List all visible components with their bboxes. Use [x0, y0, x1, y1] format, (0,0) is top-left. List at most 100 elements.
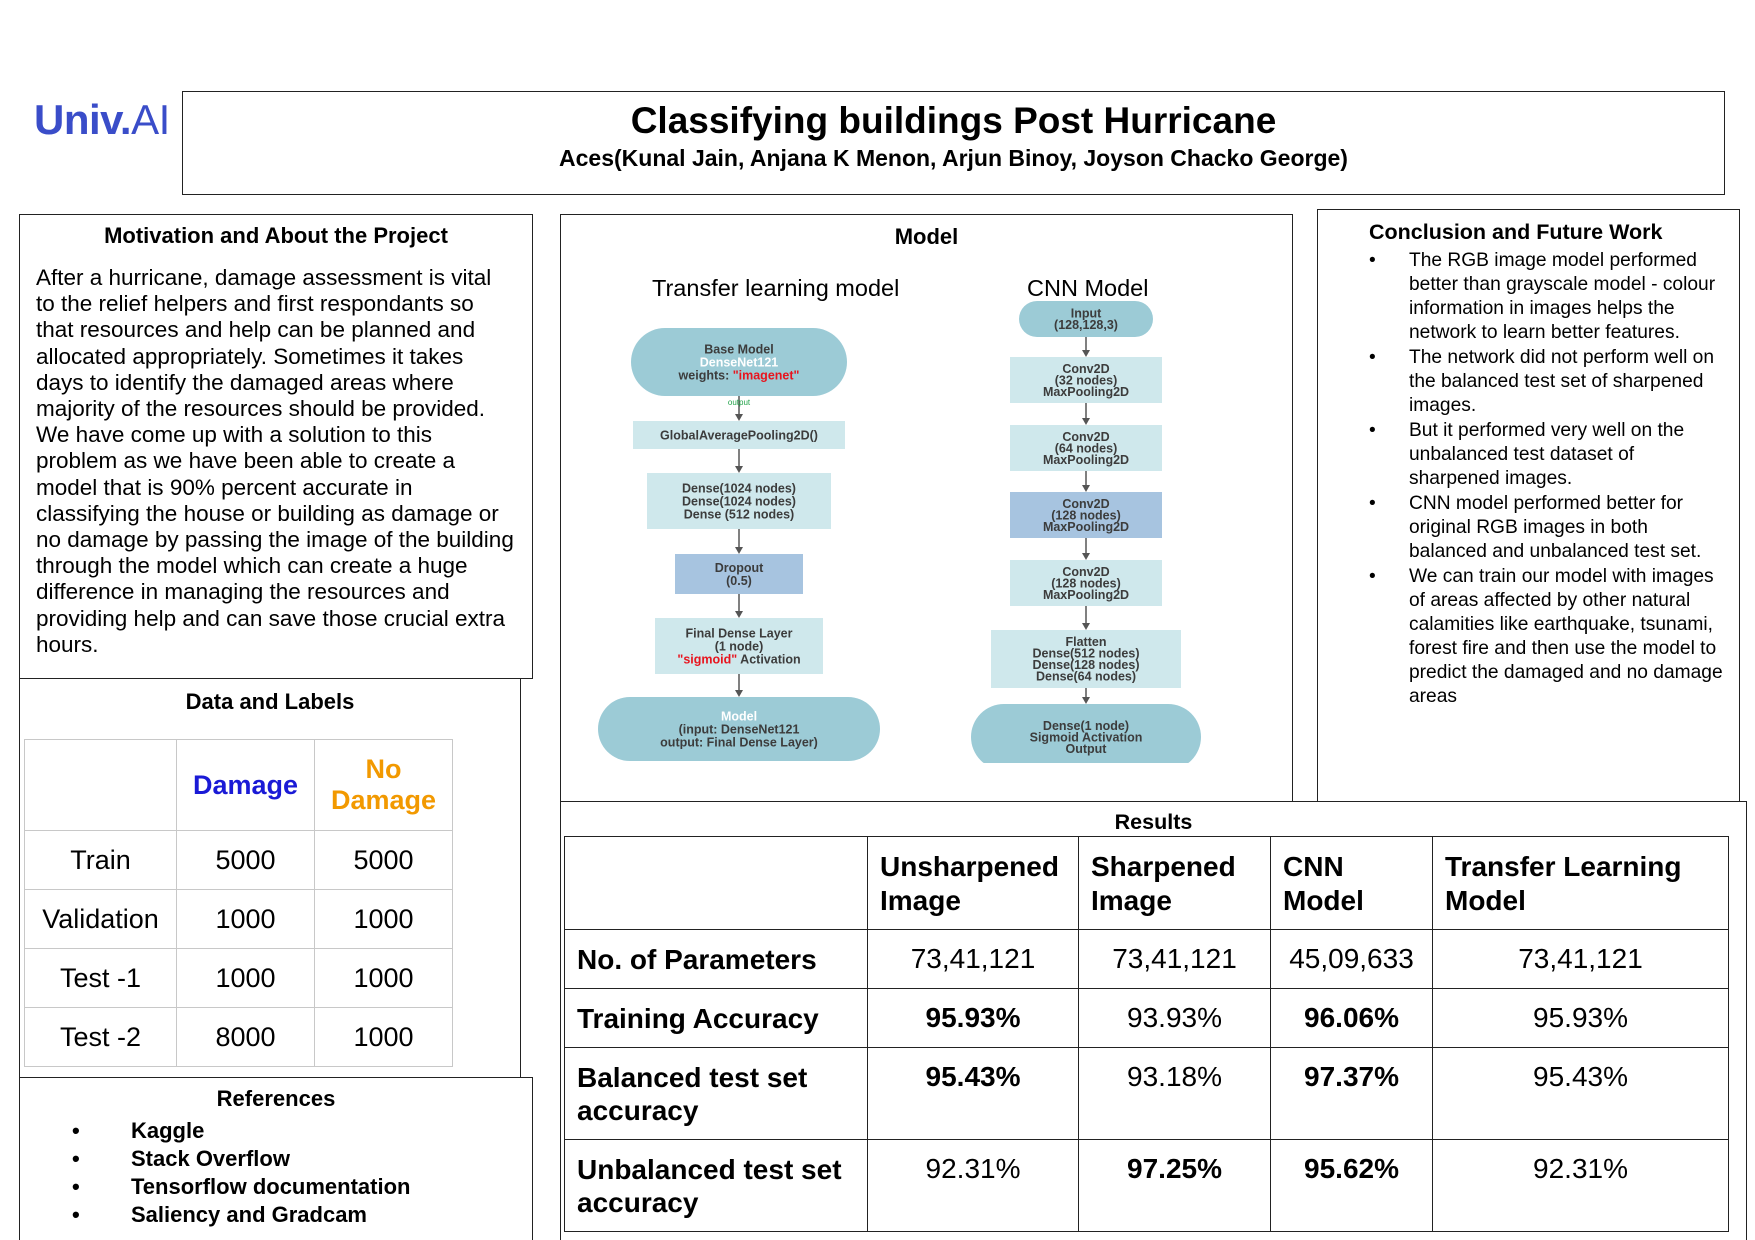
- table-cell: 93.18%: [1078, 1047, 1271, 1140]
- table-cell: 95.93%: [867, 988, 1079, 1048]
- conclusion-text: But it performed very well on the unbala…: [1409, 420, 1685, 489]
- table-row: No. of Parameters 73,41,121 73,41,121 45…: [564, 929, 1729, 989]
- table-header-row: Damage No Damage: [24, 739, 453, 831]
- cnn-node-2-label: MaxPooling2D: [1043, 453, 1129, 467]
- table-cell: Test -1: [24, 948, 177, 1008]
- table-cell: 1000: [314, 889, 453, 949]
- transfer-node-5-label: Model: [721, 709, 757, 723]
- model-title: Model: [894, 224, 959, 249]
- poster-authors: Aces(Kunal Jain, Anjana K Menon, Arjun B…: [559, 145, 1348, 171]
- cnn-node-3-label: (128 nodes): [1051, 508, 1120, 522]
- cnn-arrow-3-head: [1082, 553, 1090, 560]
- title-box: Classifying buildings Post Hurricane Ace…: [182, 91, 1725, 195]
- cnn-node-0-shape: [1019, 301, 1153, 337]
- cnn-node-1-label: MaxPooling2D: [1043, 385, 1129, 399]
- cnn-node-2-shape: [1010, 425, 1162, 471]
- table-cell: 93.93%: [1078, 988, 1271, 1048]
- transfer-arrow-3-head: [735, 611, 743, 618]
- cnn-arrow-4-head: [1082, 623, 1090, 630]
- table-cell: 1000: [176, 889, 315, 949]
- transfer-arrow-4-head: [735, 690, 743, 697]
- table-cell: 97.37%: [1270, 1047, 1433, 1140]
- list-item: • We can train our model with images of a…: [1369, 565, 1727, 709]
- table-cell: Test -2: [24, 1007, 177, 1067]
- conclusion-section: Conclusion and Future Work • The RGB imag…: [1317, 209, 1740, 802]
- reference-text: Stack Overflow: [131, 1146, 290, 1171]
- bullet-icon: •: [72, 1202, 80, 1227]
- references-list: • Kaggle • Stack Overflow • Tensorflow docu…: [20, 1118, 532, 1230]
- transfer-node-1-shape: [633, 421, 845, 449]
- conclusion-text: We can train our model with images of ar…: [1409, 566, 1723, 707]
- cnn-node-5-label: Flatten: [1066, 635, 1107, 649]
- list-item: • Stack Overflow: [72, 1146, 532, 1174]
- bullet-icon: •: [72, 1146, 80, 1171]
- motivation-title: Motivation and About the Project: [104, 223, 448, 248]
- references-title: References: [216, 1086, 336, 1111]
- transfer-node-2-label: Dense(1024 nodes): [682, 481, 796, 495]
- table-header-cell: No Damage: [314, 739, 453, 831]
- table-row: Test -1 1000 1000: [24, 948, 453, 1008]
- cnn-arrow-5-head: [1082, 697, 1090, 704]
- conclusion-title: Conclusion and Future Work: [1369, 220, 1663, 244]
- transfer-node-2-label: Dense (512 nodes): [684, 507, 794, 521]
- table-cell: 73,41,121: [1432, 929, 1729, 989]
- table-row: Test -2 8000 1000: [24, 1007, 453, 1067]
- list-item: • Saliency and Gradcam: [72, 1202, 532, 1230]
- table-cell: 95.93%: [1432, 988, 1729, 1048]
- transfer-node-0-label: weights: "imagenet": [678, 368, 800, 382]
- table-row-label: Balanced test set accuracy: [564, 1047, 868, 1140]
- table-cell: 8000: [176, 1007, 315, 1067]
- cnn-node-3-label: MaxPooling2D: [1043, 520, 1129, 534]
- table-cell: 96.06%: [1270, 988, 1433, 1048]
- cnn-node-1-label: (32 nodes): [1055, 373, 1118, 387]
- table-row-label: No. of Parameters: [564, 929, 868, 989]
- table-cell: 1000: [314, 1007, 453, 1067]
- table-cell: 45,09,633: [1270, 929, 1433, 989]
- cnn-node-6-label: Dense(1 node): [1043, 719, 1129, 733]
- results-title: Results: [1114, 810, 1193, 834]
- conclusion-text: The network did not perform well on the …: [1409, 347, 1715, 416]
- cnn-node-6-label: Sigmoid Activation: [1030, 730, 1143, 744]
- motivation-section: Motivation and About the Project After a…: [19, 214, 533, 679]
- model-section: Model Transfer learning model CNN Model …: [560, 214, 1293, 803]
- table-header-cell: Unsharpened Image: [867, 836, 1079, 930]
- logo-univ: Univ: [34, 96, 120, 143]
- bullet-icon: •: [1369, 420, 1376, 441]
- bullet-icon: •: [1369, 250, 1376, 271]
- motivation-body: After a hurricane, damage assessment is …: [36, 265, 514, 657]
- table-row: Balanced test set accuracy 95.43% 93.18%…: [564, 1047, 1729, 1140]
- cnn-node-1-shape: [1010, 357, 1162, 403]
- diagram-clip: [941, 763, 1241, 803]
- data-labels-table: Damage No Damage Train 5000 5000 Validat…: [24, 739, 453, 1067]
- references-section: References • Kaggle • Stack Overflow • Tens…: [19, 1077, 533, 1240]
- transfer-node-4-label: "sigmoid" Activation: [677, 652, 800, 666]
- transfer-node-2-shape: [647, 473, 831, 529]
- list-item: • Tensorflow documentation: [72, 1174, 532, 1202]
- cnn-arrow-1-head: [1082, 418, 1090, 425]
- list-item: • The network did not perform well on the…: [1369, 346, 1727, 418]
- bullet-icon: •: [72, 1118, 80, 1143]
- table-header-cell: Transfer Learning Model: [1432, 836, 1729, 930]
- cnn-arrow-0-head: [1082, 350, 1090, 357]
- transfer-node-4-label: Final Dense Layer: [686, 626, 793, 640]
- reference-text: Saliency and Gradcam: [131, 1202, 367, 1227]
- cnn-node-4-label: (128 nodes): [1051, 576, 1120, 590]
- cnn-node-6-label: Output: [1066, 742, 1108, 756]
- table-header-cell: [564, 836, 868, 930]
- bullet-icon: •: [1369, 347, 1376, 368]
- table-cell: 1000: [314, 948, 453, 1008]
- transfer-node-0-label: DenseNet121: [700, 355, 779, 369]
- cnn-node-0-label: Input: [1071, 307, 1102, 321]
- results-table: Unsharpened Image Sharpened Image CNN Mo…: [564, 836, 1729, 1232]
- cnn-node-5-label: Dense(128 nodes): [1033, 658, 1140, 672]
- table-header-cell: Damage: [176, 739, 315, 831]
- transfer-arrow-0-head: [735, 414, 743, 421]
- list-item: • Kaggle: [72, 1118, 532, 1146]
- cnn-model-title: CNN Model: [1027, 275, 1149, 301]
- cnn-node-4-label: MaxPooling2D: [1043, 588, 1129, 602]
- table-row: Train 5000 5000: [24, 830, 453, 890]
- transfer-node-2-label: Dense(1024 nodes): [682, 494, 796, 508]
- transfer-node-3-label: Dropout: [715, 561, 764, 575]
- table-cell: 1000: [176, 948, 315, 1008]
